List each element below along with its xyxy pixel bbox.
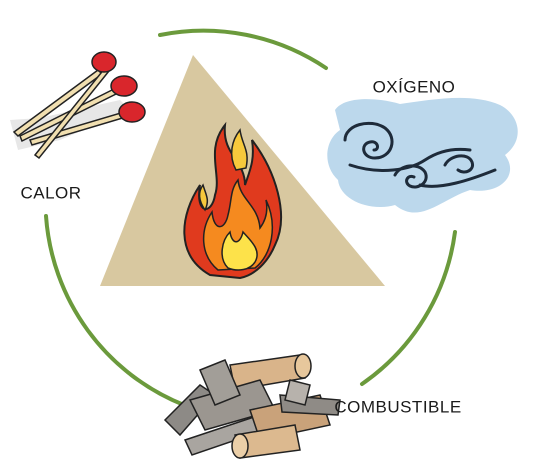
arc-right [362,232,455,384]
logs-icon [165,354,340,458]
label-calor: CALOR [20,183,81,202]
label-oxigeno: OXÍGENO [373,77,456,96]
label-combustible: COMBUSTIBLE [334,397,461,416]
fire-triangle-diagram: OXÍGENO CALOR COMBUSTIBLE [0,0,536,465]
arc-top [160,31,326,68]
wind-icon [327,98,517,213]
matches-icon [10,52,145,158]
